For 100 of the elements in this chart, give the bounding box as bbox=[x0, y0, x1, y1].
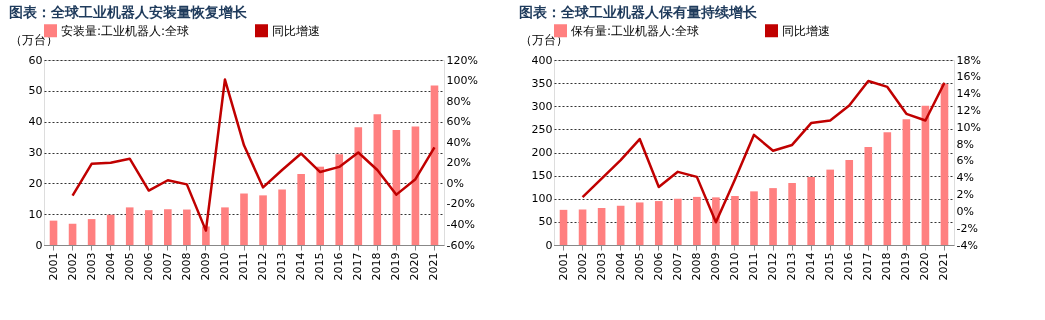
y2-tick-label: 40% bbox=[446, 135, 471, 149]
y-tick-label: 50 bbox=[538, 215, 553, 229]
y-tick-label: 10 bbox=[28, 207, 43, 221]
y-tick-label: 200 bbox=[531, 146, 553, 159]
x-tick-label: 2011 bbox=[747, 252, 760, 281]
x-tick-label: 2002 bbox=[575, 252, 589, 281]
bar bbox=[68, 223, 77, 245]
bar bbox=[183, 209, 191, 245]
y2-tick-label: 12% bbox=[956, 103, 981, 117]
y-tick-label: 250 bbox=[531, 122, 553, 136]
x-tick-label: 2020 bbox=[408, 252, 422, 281]
x-tick-label: 2001 bbox=[556, 252, 570, 281]
y2-tick-label: 0% bbox=[956, 204, 974, 218]
bar bbox=[845, 159, 854, 245]
bar bbox=[769, 188, 777, 245]
y2-tick-label: 8% bbox=[956, 137, 974, 151]
y-tick-label: 300 bbox=[531, 99, 553, 113]
bar bbox=[654, 201, 663, 245]
y2-tick-label: 60% bbox=[446, 115, 471, 129]
bar bbox=[902, 119, 911, 245]
bar bbox=[144, 210, 153, 245]
x-tick-label: 2005 bbox=[632, 252, 646, 281]
y-tick-label: 100 bbox=[531, 192, 553, 206]
y-tick-label: 0 bbox=[35, 238, 43, 252]
y2-tick-label: 6% bbox=[956, 154, 974, 168]
bar bbox=[750, 191, 758, 245]
bar bbox=[316, 166, 324, 245]
x-tick-label: 2003 bbox=[594, 252, 608, 281]
x-tick-label: 2005 bbox=[122, 252, 136, 281]
legend-label: 安装量:工业机器人:全球 bbox=[61, 23, 190, 38]
bar bbox=[883, 132, 892, 245]
bar bbox=[221, 207, 229, 245]
x-tick-label: 2009 bbox=[708, 252, 722, 281]
y-tick-label: 60 bbox=[28, 53, 43, 67]
y-tick-label: 0 bbox=[545, 238, 553, 252]
bar bbox=[940, 84, 949, 245]
bar bbox=[49, 220, 58, 245]
bar bbox=[240, 193, 248, 245]
bar bbox=[125, 207, 134, 245]
bar bbox=[807, 177, 815, 245]
x-tick-label: 2002 bbox=[65, 252, 79, 281]
line-series bbox=[71, 78, 436, 232]
x-tick-label: 2009 bbox=[198, 252, 212, 281]
bar bbox=[87, 219, 96, 245]
y2-tick-label: -60% bbox=[446, 238, 475, 252]
y-tick-label: 400 bbox=[531, 53, 553, 67]
y2-tick-label: 80% bbox=[446, 94, 471, 108]
x-tick-label: 2018 bbox=[370, 252, 384, 281]
y-tick-label: 30 bbox=[28, 146, 43, 159]
x-tick-label: 2018 bbox=[880, 252, 894, 281]
y-tick-label: 150 bbox=[531, 169, 553, 183]
y2-tick-label: 16% bbox=[956, 70, 981, 84]
x-tick-label: 2006 bbox=[651, 252, 665, 281]
x-tick-label: 2015 bbox=[823, 252, 837, 281]
bar bbox=[693, 196, 701, 245]
x-tick-label: 2019 bbox=[389, 252, 403, 281]
y2-tick-label: -40% bbox=[446, 217, 475, 231]
bar bbox=[259, 195, 267, 245]
bar bbox=[864, 146, 873, 245]
chart-title: 图表：全球工业机器人安装量恢复增长 bbox=[9, 4, 248, 20]
bar bbox=[674, 198, 682, 245]
x-tick-label: 2006 bbox=[141, 252, 155, 281]
bar bbox=[297, 174, 305, 245]
x-tick-label: 2012 bbox=[256, 252, 270, 281]
legend-label: 保有量:工业机器人:全球 bbox=[571, 23, 700, 38]
x-tick-label: 2019 bbox=[899, 252, 913, 281]
y-tick-label: 40 bbox=[28, 115, 43, 129]
x-tick-label: 2010 bbox=[217, 252, 231, 281]
x-tick-label: 2007 bbox=[160, 252, 174, 281]
bar bbox=[826, 169, 834, 245]
bar bbox=[164, 209, 172, 245]
y2-tick-label: 100% bbox=[446, 74, 478, 88]
y2-tick-label: 18% bbox=[956, 53, 981, 67]
bar bbox=[335, 154, 344, 245]
x-tick-label: 2004 bbox=[613, 252, 627, 281]
x-tick-label: 2008 bbox=[689, 252, 703, 281]
x-tick-label: 2017 bbox=[351, 252, 365, 281]
legend-label: 同比增速 bbox=[782, 23, 830, 38]
y2-tick-label: -20% bbox=[446, 197, 475, 211]
bar bbox=[559, 209, 568, 245]
x-tick-label: 2021 bbox=[937, 252, 951, 281]
y2-tick-label: 14% bbox=[956, 87, 981, 101]
y2-tick-label: -4% bbox=[956, 238, 978, 252]
bar bbox=[278, 189, 286, 245]
line-series bbox=[581, 79, 946, 224]
x-tick-label: 2003 bbox=[84, 252, 98, 281]
bar bbox=[597, 208, 606, 245]
x-tick-label: 2012 bbox=[766, 252, 780, 281]
x-tick-label: 2015 bbox=[313, 252, 327, 281]
x-tick-label: 2013 bbox=[275, 252, 289, 281]
y2-tick-label: 0% bbox=[446, 176, 464, 190]
x-tick-label: 2008 bbox=[179, 252, 193, 281]
chart-title: 图表：全球工业机器人保有量持续增长 bbox=[519, 4, 758, 20]
bar bbox=[731, 195, 739, 245]
y2-tick-label: 10% bbox=[956, 120, 981, 134]
bar bbox=[354, 127, 363, 245]
bar bbox=[430, 85, 439, 245]
y2-tick-label: -2% bbox=[956, 221, 978, 235]
bar bbox=[788, 183, 796, 245]
x-tick-label: 2010 bbox=[727, 252, 741, 281]
